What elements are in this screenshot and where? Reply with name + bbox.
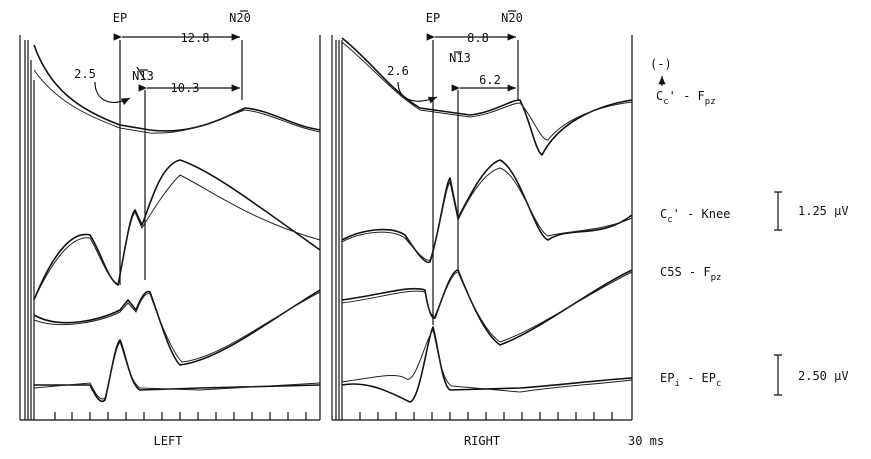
ep-n20-interval: 8.8 bbox=[467, 31, 489, 45]
label-sub: c bbox=[716, 379, 721, 389]
n20-label: N20 bbox=[501, 11, 523, 25]
label-part: ' - F bbox=[669, 89, 705, 103]
trace-label: Cc' - Fpz bbox=[656, 89, 716, 107]
ep-n13-interval: 2.5 bbox=[74, 67, 96, 81]
polarity: (-) bbox=[650, 57, 672, 71]
label-part: EP bbox=[660, 371, 674, 385]
scale-label: 2.50 µV bbox=[798, 369, 849, 383]
panel-label: RIGHT bbox=[464, 434, 500, 448]
label-sub: c bbox=[667, 215, 672, 225]
trace-label: EPi - EPc bbox=[660, 371, 721, 389]
trace-label: C5S - Fpz bbox=[660, 265, 721, 283]
scale-label: 1.25 µV bbox=[798, 204, 849, 218]
label-part: - EP bbox=[680, 371, 716, 385]
label-part: C bbox=[660, 207, 667, 221]
left-panel: EP N20 N13 12.8 2.5 10.3 LEFT bbox=[19, 10, 321, 448]
label-part: C bbox=[656, 89, 663, 103]
ep-n13-interval: 2.6 bbox=[387, 64, 409, 78]
ep-n20-interval: 12.8 bbox=[181, 31, 210, 45]
label-sub: c bbox=[663, 97, 668, 107]
n13-n20-interval: 6.2 bbox=[479, 73, 501, 87]
n13-label: N13 bbox=[449, 51, 471, 65]
label-part: C5S - F bbox=[660, 265, 711, 279]
n13-label: N13 bbox=[132, 69, 154, 83]
n13-n20-interval: 10.3 bbox=[171, 81, 200, 95]
ep-label: EP bbox=[113, 11, 127, 25]
trace-label: Cc' - Knee bbox=[660, 207, 730, 225]
label-sub: pz bbox=[711, 273, 722, 283]
trace-labels: (-) Cc' - Fpz Cc' - Knee C5S - Fpz EPi -… bbox=[650, 57, 849, 396]
ep-label: EP bbox=[426, 11, 440, 25]
label-sub: i bbox=[674, 379, 679, 389]
time-label: 30 ms bbox=[628, 434, 664, 448]
n20-label: N20 bbox=[229, 11, 251, 25]
right-panel: EP N20 N13 8.8 2.6 6.2 RIGHT 30 ms bbox=[331, 10, 664, 448]
label-sub: pz bbox=[705, 97, 716, 107]
panel-label: LEFT bbox=[154, 434, 183, 448]
label-part: ' - Knee bbox=[673, 207, 731, 221]
